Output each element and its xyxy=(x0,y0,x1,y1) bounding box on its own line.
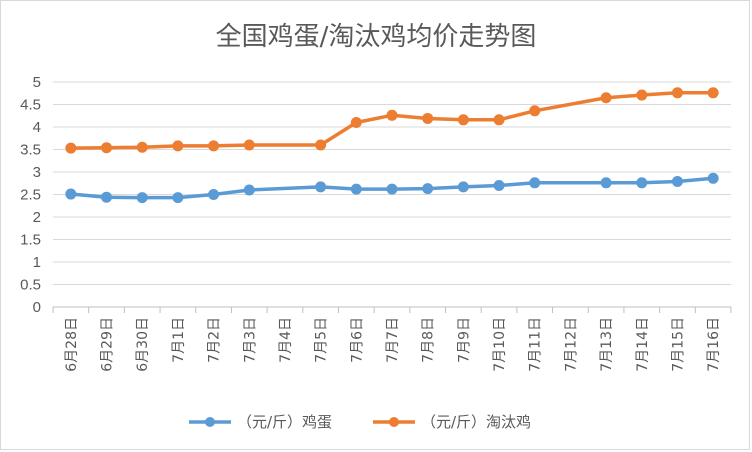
data-point xyxy=(136,192,148,204)
legend-item: （元/斤）鸡蛋 xyxy=(189,413,332,431)
y-tick-label: 4 xyxy=(33,119,41,136)
series-lines xyxy=(65,87,719,204)
legend: （元/斤）鸡蛋 （元/斤）淘汰鸡 xyxy=(189,413,531,431)
data-point xyxy=(136,141,148,153)
legend-marker xyxy=(205,417,215,427)
data-point xyxy=(636,177,648,189)
x-axis-ticks: 6月28日 6月29日 6月30日 7月1日 7月2日 7月3日 7月4日 7月5日 7月6日 7… xyxy=(52,307,732,372)
data-point xyxy=(243,184,255,196)
x-tick-label: 7月12日 xyxy=(563,317,579,372)
data-point xyxy=(101,191,113,203)
data-point xyxy=(172,192,184,204)
data-point xyxy=(493,114,505,126)
data-point xyxy=(529,177,541,189)
data-point xyxy=(315,181,327,193)
data-point xyxy=(422,112,434,124)
data-point xyxy=(600,92,612,104)
x-tick-label: 7月5日 xyxy=(314,317,330,363)
data-point xyxy=(600,177,612,189)
data-point xyxy=(65,188,77,200)
y-tick-label: 5 xyxy=(33,74,41,91)
data-point xyxy=(707,172,719,184)
x-tick-label: 7月8日 xyxy=(421,317,437,363)
x-tick-label: 7月7日 xyxy=(385,317,401,363)
data-point xyxy=(707,87,719,99)
data-point xyxy=(671,175,683,187)
data-point xyxy=(208,140,220,152)
x-tick-label: 7月4日 xyxy=(278,317,294,363)
legend-marker xyxy=(389,417,399,427)
data-point xyxy=(350,183,362,195)
data-point xyxy=(315,139,327,151)
x-tick-label: 6月28日 xyxy=(64,317,80,372)
y-tick-label: 1 xyxy=(33,254,41,271)
data-point xyxy=(493,180,505,191)
y-tick-label: 3.5 xyxy=(20,142,41,159)
data-point xyxy=(65,142,77,154)
y-tick-label: 4.5 xyxy=(20,97,41,114)
x-tick-label: 7月9日 xyxy=(456,317,472,363)
data-point xyxy=(243,139,255,151)
x-tick-label: 7月11日 xyxy=(528,317,544,372)
data-point xyxy=(386,183,398,195)
x-tick-label: 7月10日 xyxy=(492,317,508,372)
data-point xyxy=(457,114,469,126)
y-tick-label: 3 xyxy=(33,164,41,181)
y-tick-label: 1.5 xyxy=(20,232,41,249)
legend-label: （元/斤）淘汰鸡 xyxy=(421,413,531,431)
x-tick-label: 7月2日 xyxy=(207,317,223,363)
data-point xyxy=(457,181,469,193)
data-point xyxy=(350,117,362,128)
data-point xyxy=(529,105,541,117)
data-point xyxy=(422,183,434,195)
x-tick-label: 7月15日 xyxy=(670,317,686,372)
y-tick-label: 0 xyxy=(33,299,41,316)
y-axis-ticks: 0 0.5 1 1.5 2 2.5 3 3.5 4 4.5 5 xyxy=(20,74,41,316)
data-point xyxy=(172,140,184,152)
x-tick-label: 6月30日 xyxy=(135,317,151,372)
x-tick-label: 7月3日 xyxy=(242,317,258,363)
series-2 xyxy=(65,87,719,154)
x-tick-label: 7月6日 xyxy=(349,317,365,363)
x-tick-label: 7月1日 xyxy=(171,317,187,363)
chart-title: 全国鸡蛋/淘汰鸡均价走势图 xyxy=(216,22,537,52)
legend-item: （元/斤）淘汰鸡 xyxy=(373,413,531,431)
x-tick-label: 7月13日 xyxy=(599,317,615,372)
data-point xyxy=(101,142,113,154)
y-tick-label: 2 xyxy=(33,209,41,226)
data-point xyxy=(208,189,220,200)
x-tick-label: 7月14日 xyxy=(635,317,651,372)
y-tick-label: 0.5 xyxy=(20,277,41,294)
legend-label: （元/斤）鸡蛋 xyxy=(237,413,332,431)
y-tick-label: 2.5 xyxy=(20,187,41,204)
x-tick-label: 7月16日 xyxy=(706,317,722,372)
series-1 xyxy=(65,172,719,204)
data-point xyxy=(636,89,648,101)
data-point xyxy=(671,87,683,99)
data-point xyxy=(386,109,398,121)
x-tick-label: 6月29日 xyxy=(100,317,116,372)
